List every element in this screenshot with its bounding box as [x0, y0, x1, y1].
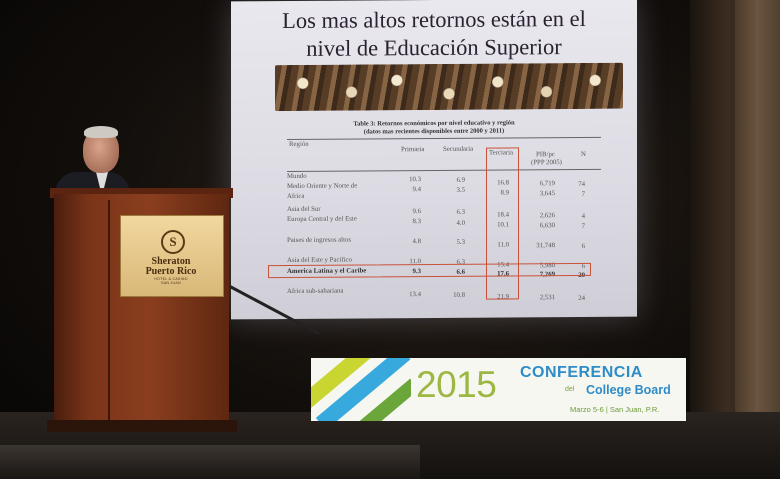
- logo-del: del: [565, 386, 575, 393]
- row-n: 4: [581, 212, 585, 220]
- sheraton-brand-name: Sheraton Puerto Rico: [120, 257, 222, 277]
- table-rule-header: [287, 168, 601, 173]
- row-region: Mundo: [287, 172, 307, 181]
- row-n: 7: [581, 190, 585, 198]
- row-pib: 2,626: [539, 212, 555, 220]
- brand-line2: Puerto Rico: [145, 266, 197, 277]
- row-primaria: 9.4: [412, 186, 422, 194]
- stage-edge: [0, 445, 420, 479]
- arrow-logo-icon: [311, 358, 411, 421]
- podium-base: [47, 420, 237, 432]
- row-primaria: 13.4: [409, 291, 421, 299]
- logo-dates: Marzo 5-6 | San Juan, P.R.: [570, 405, 660, 414]
- header-n: N: [581, 150, 586, 158]
- row-secundaria: 5.3: [456, 238, 466, 246]
- speaker-hair: [84, 126, 118, 138]
- graduates-photo: [275, 62, 623, 112]
- row-primaria: 4.8: [412, 238, 422, 246]
- row-region: Africa: [287, 192, 305, 201]
- sub-line1: HOTEL & CASINO: [154, 277, 188, 281]
- row-primaria: 8.3: [412, 218, 422, 226]
- row-pib: 31,748: [536, 242, 555, 250]
- header-region: Región: [289, 140, 309, 149]
- table-caption: Table 3: Retornos económicos por nivel e…: [231, 119, 637, 138]
- sheraton-subtitle: HOTEL & CASINO SAN JUAN: [120, 277, 222, 285]
- podium-seam: [108, 200, 110, 424]
- latam-highlight-box: [268, 262, 591, 279]
- row-secundaria: 6.3: [456, 208, 466, 216]
- table-caption-line2: (datos mas recientes disponibles entre 2…: [363, 127, 505, 136]
- header-pib-ppp: (PPP 2005): [531, 159, 562, 167]
- row-pib: 3,645: [539, 190, 555, 198]
- row-secundaria: 4.0: [456, 219, 466, 227]
- row-region: Medio Oriente y Norte de: [287, 182, 358, 191]
- row-secundaria: 3.5: [456, 186, 466, 194]
- row-n: 24: [578, 294, 585, 302]
- header-primaria: Primaria: [401, 146, 425, 154]
- logo-year: 2015: [416, 364, 497, 405]
- row-n: 6: [581, 242, 585, 250]
- row-secundaria: 10.8: [453, 291, 465, 299]
- row-region: Paises de ingresos altos: [287, 236, 351, 245]
- sheraton-plaque: [120, 215, 224, 297]
- row-region: Europa Central y del Este: [287, 215, 357, 224]
- slide-title-line1: Los mas altos retornos están en el: [282, 5, 586, 34]
- row-n: 74: [578, 180, 585, 188]
- row-primaria: 10.3: [409, 176, 421, 184]
- slide-title-line2: nivel de Educación Superior: [306, 34, 562, 61]
- row-region: Asia del Sur: [287, 205, 321, 214]
- row-pib: 6,630: [539, 222, 555, 230]
- terciaria-highlight-box: [486, 147, 519, 300]
- row-n: 7: [581, 222, 585, 230]
- table-rule-top: [287, 136, 601, 141]
- podium-top: [50, 188, 233, 198]
- row-pib: 2,531: [539, 294, 555, 302]
- projection-screen: Los mas altos retornos están en el nivel…: [231, 0, 637, 320]
- sheraton-emblem-icon: S: [161, 230, 185, 254]
- row-primaria: 9.6: [412, 208, 422, 216]
- sub-line2: SAN JUAN: [161, 281, 181, 285]
- room-door: [735, 0, 780, 479]
- header-pib: PIB/pc: [536, 151, 555, 159]
- slide-title: Los mas altos retornos están en el nivel…: [231, 5, 637, 64]
- brand-line1: Sheraton: [151, 256, 191, 267]
- row-region: Africa sub-sahariana: [287, 287, 344, 296]
- logo-college-board: College Board: [586, 383, 671, 397]
- header-secundaria: Secundaria: [443, 145, 474, 153]
- logo-conferencia: CONFERENCIA: [520, 364, 643, 381]
- row-secundaria: 6.9: [456, 176, 466, 184]
- row-pib: 6,719: [539, 180, 555, 188]
